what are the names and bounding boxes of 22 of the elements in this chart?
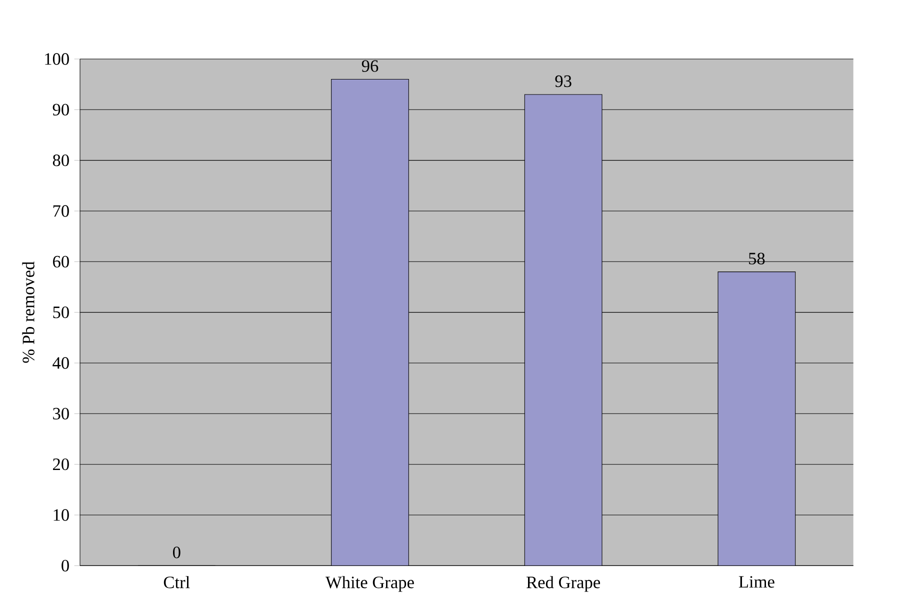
- bar: [524, 94, 602, 566]
- y-tick-label: 60: [53, 256, 69, 268]
- y-tick-label: 0: [62, 560, 69, 572]
- y-tick-label: 90: [52, 104, 69, 116]
- bar: [718, 272, 796, 566]
- x-tick-label: Red Grape: [526, 576, 600, 592]
- y-tick-label: 80: [52, 154, 69, 166]
- y-tick-label: 70: [53, 205, 69, 217]
- x-tick-label: Ctrl: [164, 576, 190, 588]
- y-tick-label: 100: [45, 53, 69, 65]
- y-axis-title: % Pb removed: [22, 262, 34, 363]
- y-tick-label: 40: [52, 357, 69, 369]
- y-tick-label: 50: [53, 306, 69, 318]
- data-label: 96: [362, 60, 378, 72]
- x-tick-label: White Grape: [326, 576, 414, 592]
- y-tick-label: 10: [54, 509, 69, 521]
- data-label: 93: [555, 75, 572, 88]
- x-tick-label: Lime: [738, 576, 774, 588]
- bar: [331, 78, 409, 566]
- data-label: 0: [173, 546, 180, 558]
- y-tick-label: 20: [53, 458, 69, 470]
- y-tick-label: 30: [53, 408, 69, 420]
